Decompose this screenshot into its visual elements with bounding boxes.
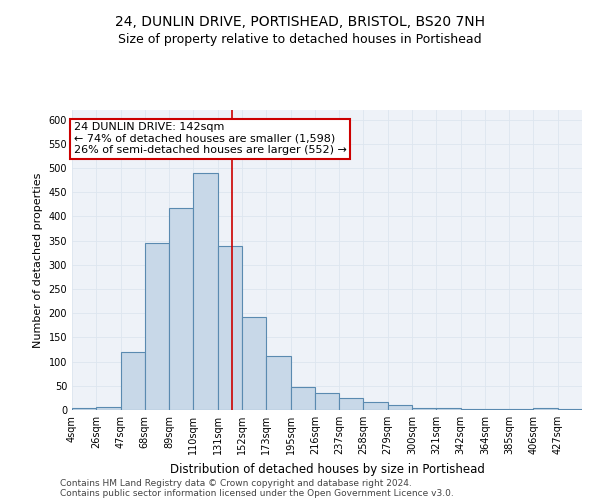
- Bar: [558, 409, 582, 410]
- Text: 24 DUNLIN DRIVE: 142sqm
← 74% of detached houses are smaller (1,598)
26% of semi: 24 DUNLIN DRIVE: 142sqm ← 74% of detache…: [74, 122, 347, 156]
- Bar: [533, 408, 558, 410]
- Bar: [388, 405, 412, 410]
- Bar: [315, 393, 339, 410]
- Bar: [242, 316, 266, 410]
- Text: Contains HM Land Registry data © Crown copyright and database right 2024.: Contains HM Land Registry data © Crown c…: [60, 478, 412, 488]
- Bar: [218, 246, 242, 410]
- Bar: [485, 409, 509, 410]
- Bar: [145, 243, 169, 410]
- Bar: [266, 356, 290, 410]
- Bar: [72, 408, 96, 410]
- Y-axis label: Number of detached properties: Number of detached properties: [33, 172, 43, 348]
- Bar: [169, 208, 193, 410]
- Bar: [436, 408, 461, 410]
- Text: Contains public sector information licensed under the Open Government Licence v3: Contains public sector information licen…: [60, 488, 454, 498]
- Text: 24, DUNLIN DRIVE, PORTISHEAD, BRISTOL, BS20 7NH: 24, DUNLIN DRIVE, PORTISHEAD, BRISTOL, B…: [115, 15, 485, 29]
- Bar: [412, 408, 436, 410]
- Bar: [96, 406, 121, 410]
- X-axis label: Distribution of detached houses by size in Portishead: Distribution of detached houses by size …: [170, 462, 484, 475]
- Bar: [290, 387, 315, 410]
- Bar: [121, 352, 145, 410]
- Bar: [461, 409, 485, 410]
- Bar: [509, 409, 533, 410]
- Text: Size of property relative to detached houses in Portishead: Size of property relative to detached ho…: [118, 32, 482, 46]
- Bar: [193, 173, 218, 410]
- Bar: [364, 402, 388, 410]
- Bar: [339, 398, 364, 410]
